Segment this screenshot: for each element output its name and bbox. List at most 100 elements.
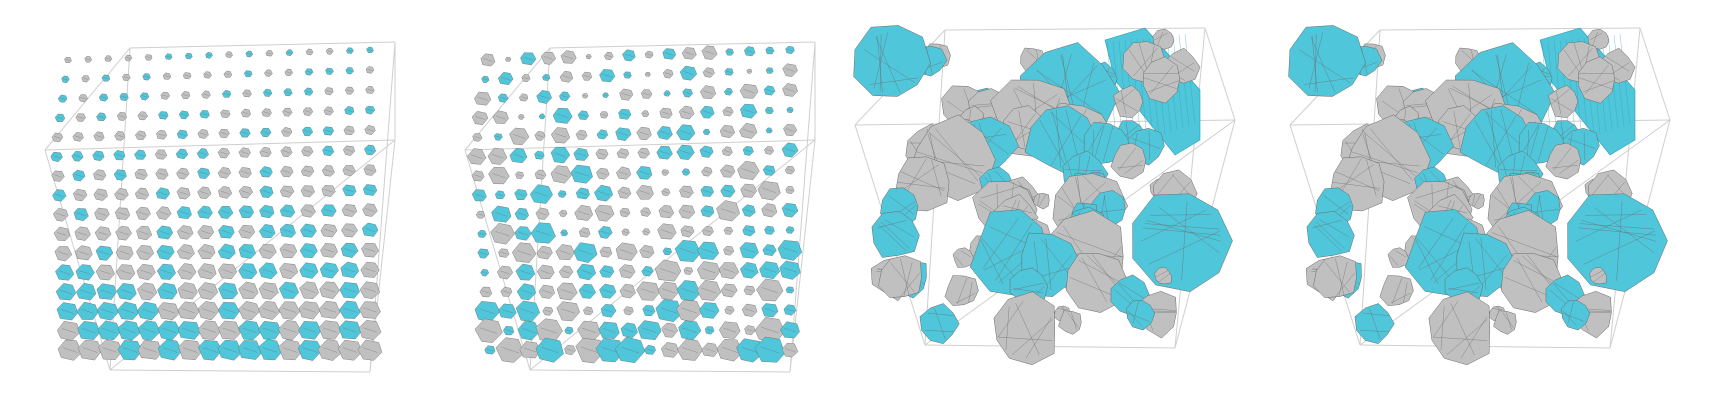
- particle: [529, 184, 553, 204]
- particle: [156, 244, 175, 260]
- particle: [701, 342, 719, 357]
- particle: [301, 146, 314, 157]
- particle: [279, 185, 295, 198]
- particle: [177, 282, 198, 300]
- particle: [75, 245, 93, 261]
- particle: [1152, 28, 1175, 50]
- particle: [754, 336, 786, 363]
- particle: [338, 300, 361, 319]
- particle: [97, 320, 121, 340]
- particle: [278, 281, 299, 299]
- particle: [993, 291, 1056, 366]
- particle: [318, 320, 342, 340]
- particle: [197, 243, 216, 260]
- particle: [660, 342, 680, 358]
- particle: [578, 227, 591, 238]
- particle: [98, 339, 123, 361]
- particle: [716, 338, 744, 362]
- particle: [343, 145, 356, 156]
- particle: [176, 206, 192, 220]
- particle: [556, 301, 580, 322]
- particle-lattice: [50, 46, 383, 361]
- particle: [113, 150, 126, 161]
- particle: [1567, 193, 1668, 292]
- particle: [57, 339, 83, 361]
- particle: [594, 204, 615, 222]
- particle: [515, 263, 536, 281]
- particle: [536, 264, 555, 280]
- particle: [117, 301, 139, 320]
- particle: [259, 146, 272, 158]
- particle: [217, 339, 242, 361]
- particle-cloud: [1288, 25, 1668, 366]
- particle: [777, 240, 803, 261]
- particle: [238, 147, 251, 158]
- particle: [300, 223, 317, 238]
- particle: [1154, 266, 1172, 285]
- particle: [258, 224, 276, 239]
- particle: [570, 164, 593, 184]
- particle: [658, 204, 675, 219]
- particle: [1058, 310, 1082, 335]
- particle: [157, 302, 179, 320]
- particle: [1379, 275, 1414, 306]
- particle: [467, 148, 487, 165]
- particle: [517, 321, 541, 341]
- particle: [1493, 310, 1517, 335]
- particle: [73, 208, 89, 222]
- particle: [719, 164, 736, 178]
- particle: [1306, 211, 1355, 258]
- particle: [743, 285, 756, 296]
- particle-cloud: [853, 25, 1233, 366]
- particle: [781, 202, 799, 218]
- particle: [359, 281, 380, 300]
- particle: [1561, 300, 1591, 331]
- particle: [95, 245, 114, 261]
- particle: [555, 244, 575, 261]
- particle: [1577, 56, 1616, 104]
- particle: [342, 165, 356, 177]
- particle: [360, 261, 380, 278]
- particle-lattice: [467, 45, 803, 364]
- particle: [560, 50, 577, 64]
- particle: [361, 242, 379, 258]
- particle: [96, 283, 117, 300]
- panel-random-packing-1: [845, 0, 1285, 402]
- particle: [761, 303, 779, 318]
- particle: [55, 264, 75, 281]
- particle: [156, 225, 174, 240]
- particle: [337, 339, 363, 361]
- particle: [217, 205, 234, 219]
- particle: [279, 204, 296, 218]
- particle: [75, 264, 95, 281]
- particle: [259, 166, 273, 178]
- lattice-cube-2: [464, 41, 816, 373]
- particle: [177, 301, 200, 320]
- particle: [1113, 85, 1144, 118]
- particle: [278, 301, 301, 320]
- particle: [218, 224, 235, 239]
- particle: [657, 223, 677, 240]
- particle-box-1: [853, 25, 1236, 366]
- particle: [1132, 193, 1233, 292]
- particle: [619, 208, 631, 218]
- bounding-box: [44, 41, 396, 373]
- particle: [238, 224, 256, 239]
- panel-random-packing-2: [1280, 0, 1720, 402]
- particle-box-2: [1288, 25, 1671, 366]
- particle: [674, 239, 701, 262]
- particle: [919, 303, 960, 344]
- particle: [338, 320, 362, 340]
- particle: [574, 204, 594, 221]
- particle: [704, 326, 715, 335]
- particle: [54, 246, 73, 262]
- particle: [535, 318, 563, 342]
- particle: [1589, 266, 1607, 285]
- particle: [492, 110, 509, 124]
- particle: [361, 222, 379, 237]
- particle: [878, 255, 922, 298]
- particle: [1428, 291, 1491, 366]
- particle: [278, 339, 303, 361]
- particle: [644, 344, 656, 355]
- particle: [94, 207, 110, 221]
